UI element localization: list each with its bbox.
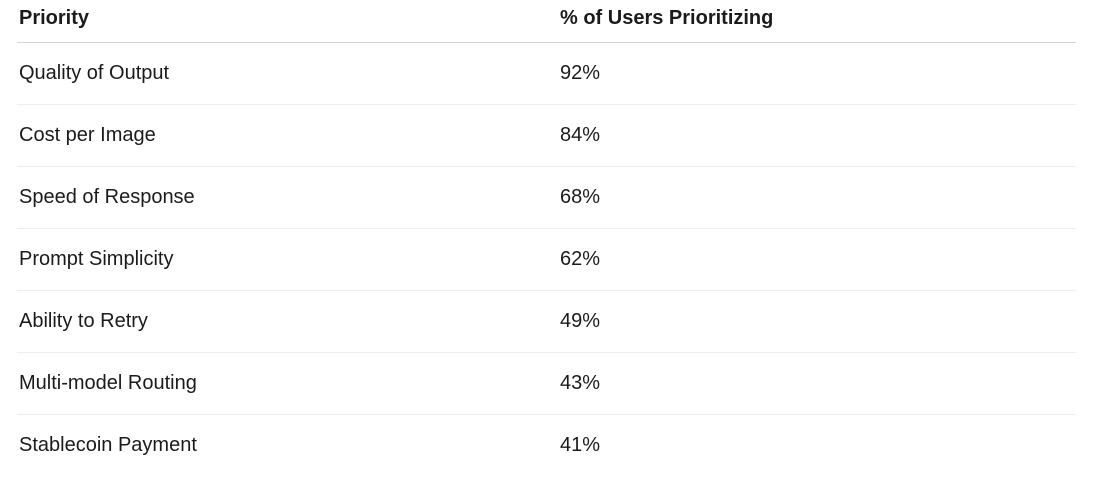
priority-cell: Multi-model Routing (17, 352, 558, 415)
table-row: Quality of Output 92% (17, 42, 1076, 105)
table-row: Multi-model Routing 43% (17, 352, 1076, 415)
priority-cell: Stablecoin Payment (19, 434, 197, 456)
priority-cell: Cost per Image (17, 104, 558, 167)
table-row: Speed of Response 68% (17, 166, 1076, 229)
percent-value: 43% (558, 352, 1076, 415)
percent-value: 41% (560, 434, 601, 456)
percent-value: 84% (558, 104, 1076, 167)
percent-value: 49% (558, 290, 1076, 353)
table-row: Ability to Retry 49% (17, 290, 1076, 353)
priority-cell: Speed of Response (17, 166, 558, 229)
table-row: Stablecoin Payment 41% (17, 415, 1076, 477)
table-row: Prompt Simplicity 62% (17, 228, 1076, 291)
header-row: Priority % of Users Prioritizing (17, 0, 1076, 43)
column-header-priority: Priority (17, 0, 558, 43)
column-header-percent: % of Users Prioritizing (558, 0, 1076, 43)
priority-cell: Ability to Retry (17, 290, 558, 353)
percent-value: 62% (558, 228, 1076, 291)
priority-cell: Quality of Output (17, 42, 558, 105)
priorities-table: Priority % of Users Prioritizing Quality… (17, 0, 1076, 476)
table-row: Cost per Image 84% (17, 104, 1076, 167)
percent-value: 68% (558, 166, 1076, 229)
percent-value: 92% (558, 42, 1076, 105)
priority-cell: Prompt Simplicity (17, 228, 558, 291)
